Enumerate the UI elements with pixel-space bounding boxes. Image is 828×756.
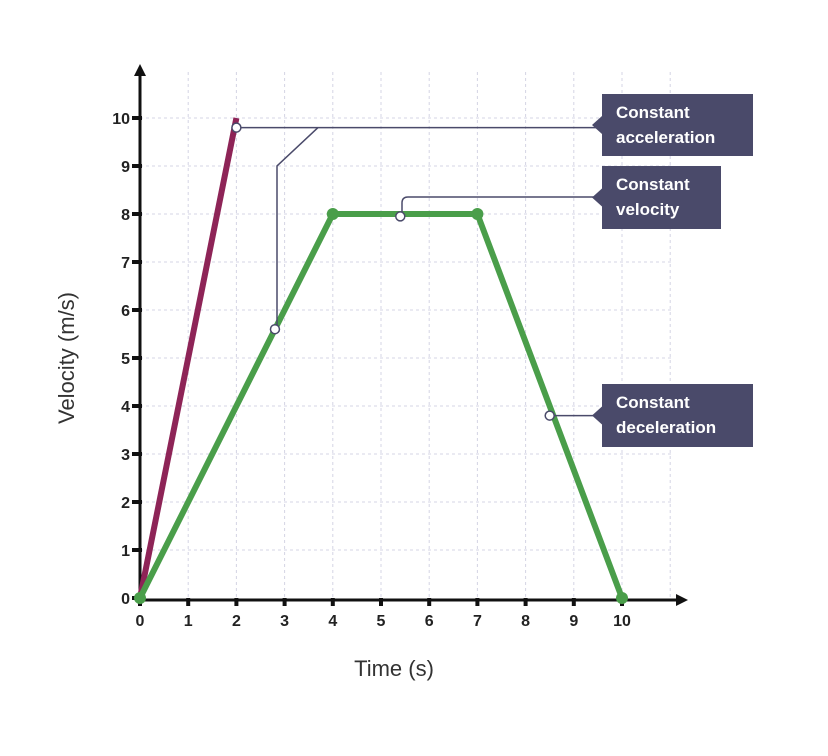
series [134,117,628,604]
x-tick-label: 3 [280,613,289,630]
annotation-leader-line [401,196,602,217]
annotation-leader-line [276,127,319,330]
data-point [471,208,484,220]
series-line-0 [137,117,240,599]
x-tick-label: 8 [521,613,530,630]
y-tick-label: 7 [121,255,130,272]
annotation-label: acceleration [616,128,715,147]
annotations: Constant acceleration Constant velocity Cons… [231,94,753,447]
y-tick-label: 0 [121,591,130,608]
series-line-1 [137,211,625,600]
y-tick-label: 6 [121,303,130,320]
x-tick-label: 9 [569,613,578,630]
x-axis-label: Time (s) [354,656,434,681]
tick-labels: 0 1 2 3 4 5 6 7 8 9 10 0 1 2 3 4 5 6 7 8 9 10 [112,111,631,630]
annotation-marker [269,323,281,335]
y-tick-label: 5 [121,351,130,368]
x-tick-label: 1 [184,613,193,630]
x-tick-label: 10 [613,613,631,630]
annotation-pointer [592,116,602,134]
data-point [326,208,339,220]
x-tick-label: 7 [473,613,482,630]
annotation-box [602,94,753,156]
data-point [616,592,628,604]
y-tick-label: 9 [121,159,130,176]
x-tick-label: 5 [377,613,386,630]
annotation-marker [231,122,242,133]
x-axis-arrow-icon [676,594,688,606]
y-tick-label: 4 [121,399,130,416]
annotation-box [602,384,753,447]
y-axis-arrow-icon [134,64,146,76]
x-tick-label: 2 [232,613,241,630]
annotation-label: velocity [616,200,680,219]
x-tick-label: 0 [136,613,145,630]
annotation-pointer [592,406,602,425]
y-tick-label: 2 [121,495,130,512]
annotation-label: deceleration [616,418,716,437]
data-point [134,592,146,604]
y-tick-label: 3 [121,447,130,464]
y-tick-label: 1 [121,543,130,560]
annotation-label: Constant [616,175,690,194]
annotation-marker [395,211,406,222]
annotation-box [602,166,721,229]
y-tick-label: 8 [121,207,130,224]
annotation-label: Constant [616,103,690,122]
x-tick-label: 6 [425,613,434,630]
y-axis-label: Velocity (m/s) [54,292,79,424]
y-tick-label: 10 [112,111,130,128]
annotation-marker [544,410,555,421]
annotation-pointer [592,188,602,207]
annotation-label: Constant [616,393,690,412]
x-tick-label: 4 [328,613,337,630]
